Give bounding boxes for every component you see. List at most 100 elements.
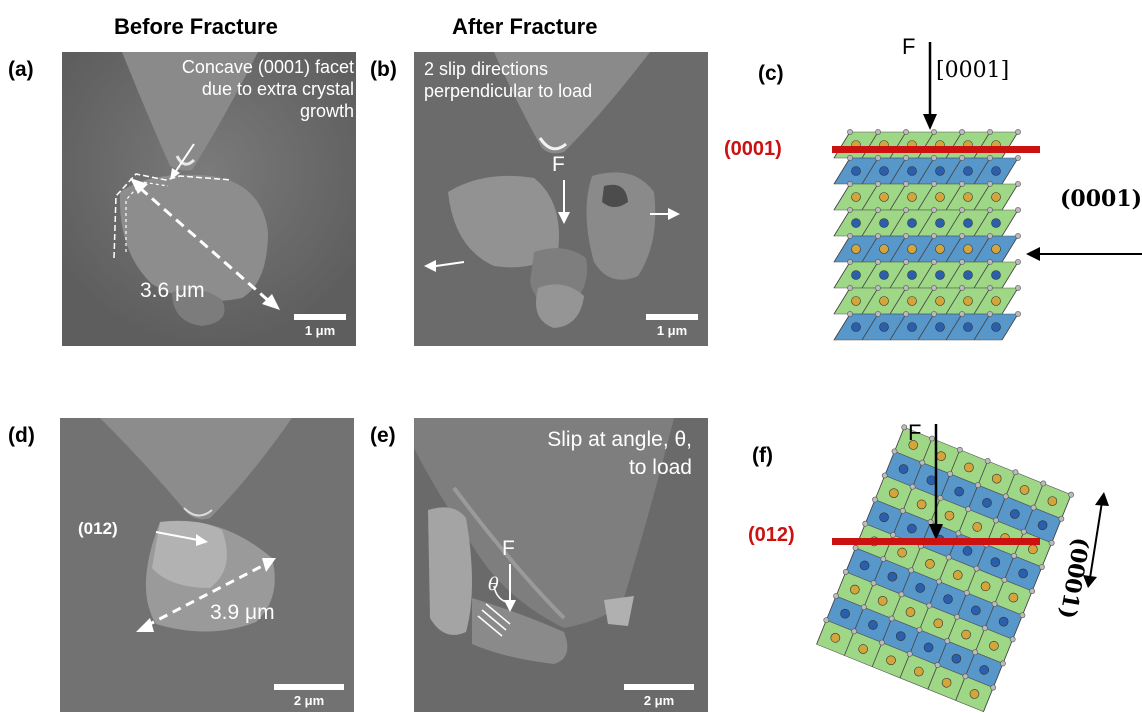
lattice-atom [991,296,1001,306]
lattice-bond [992,663,1004,688]
lattice-site [945,554,952,561]
lattice-bond [884,451,895,476]
lattice-atom [935,270,945,280]
lattice-bond [871,642,883,667]
lattice-site [847,129,853,135]
annotation-a-line-1: Concave (0001) facet [181,57,354,77]
panel-label-f: (f) [752,444,773,467]
lattice-site [903,233,909,239]
lattice-bond [873,558,884,584]
lattice-atom [879,512,889,523]
lattice-bond [967,484,979,510]
lattice-site [991,601,998,607]
lattice-bond [917,313,935,341]
lattice-bond [919,605,930,630]
force-arrowhead-c [923,114,937,130]
lattice-site [959,155,965,161]
lattice-site [890,532,896,538]
lattice-site [852,544,859,551]
lattice-bond [955,676,966,701]
lattice-site [990,684,997,691]
lattice-bond [1001,131,1019,159]
lattice-bond [1022,590,1033,616]
lattice-site [926,602,933,609]
lattice-bond [889,209,907,237]
lattice-bond [1002,639,1014,664]
lattice-bond [917,261,935,289]
column-header-before: Before Fracture [114,14,278,39]
lattice-site [955,530,962,537]
lattice-bond [940,473,951,499]
sem-image-b-graphic [414,52,708,346]
facet-label-d: (012) [78,519,118,538]
lattice-bond [973,261,991,289]
lattice-site [903,207,909,213]
lattice-atom [963,166,973,176]
lattice-atom [851,218,861,228]
lattice-atom [935,166,945,176]
lattice-site [934,662,941,668]
lattice-atom [941,677,952,688]
lattice-site [965,506,972,513]
lattice-atom [933,618,944,629]
lattice-atom [1008,592,1019,603]
lattice-bond [994,579,1005,605]
lattice-site [931,285,937,291]
lattice-bond [1005,472,1016,497]
lattice-bond [894,427,905,452]
lattice-site [993,517,999,524]
lattice-bond [966,568,977,593]
lattice-atom [952,570,963,580]
lattice-site [891,448,898,455]
lattice-site [959,129,965,135]
lattice-atom [895,631,906,641]
lattice-atom [935,322,945,332]
lattice-site [959,233,965,239]
lattice-site [987,259,993,265]
lattice-atom [830,633,841,643]
lattice-bond [917,235,935,263]
lattice-atom [887,571,898,582]
lattice-atom [954,486,964,497]
force-label-e: F [502,537,515,560]
lattice-bond [833,261,851,289]
lattice-bond [917,287,935,315]
lattice-site [1001,576,1008,583]
scalebar-d-label: 2 μm [293,693,325,708]
annotation-a: Concave (0001) facet due to extra crysta… [122,56,354,122]
lattice-bond [1012,615,1023,640]
lattice-site [903,311,909,317]
lattice-site [860,604,867,611]
lattice-bond [874,475,886,500]
lattice-atom [979,665,989,675]
annotation-b-line-2: perpendicular to load [424,81,593,101]
lattice-site [954,613,960,620]
lattice-site [872,496,878,503]
lattice-bond [816,619,827,645]
sem-image-d: (012) 3.9 μm 2 μm [60,418,354,712]
lattice-bond [1001,183,1019,211]
scalebar-d: 2 μm [274,684,344,708]
lattice-site [909,483,916,490]
lattice-bond [845,547,856,573]
plane-label-f: (012) [748,524,795,546]
lattice-bond [983,687,994,712]
lattice-atom [935,296,945,306]
scalebar-a: 1 μm [294,314,346,338]
lattice-bond [1001,261,1019,289]
lattice-atom [991,218,1001,228]
lattice-site [959,207,965,213]
lattice-atom [916,499,927,510]
lattice-bond [977,460,989,486]
measure-a: 3.6 μm [140,279,205,302]
lattice-site [919,459,926,466]
lattice-atom [1018,568,1028,579]
lattice-site [931,259,937,265]
lattice-site [962,673,969,680]
lattice-atom [877,596,888,606]
lattice-site [870,580,877,587]
lattice-site [880,556,887,562]
lattice-bond [945,287,963,315]
lattice-site [1015,285,1021,291]
lattice-atom [915,583,926,593]
